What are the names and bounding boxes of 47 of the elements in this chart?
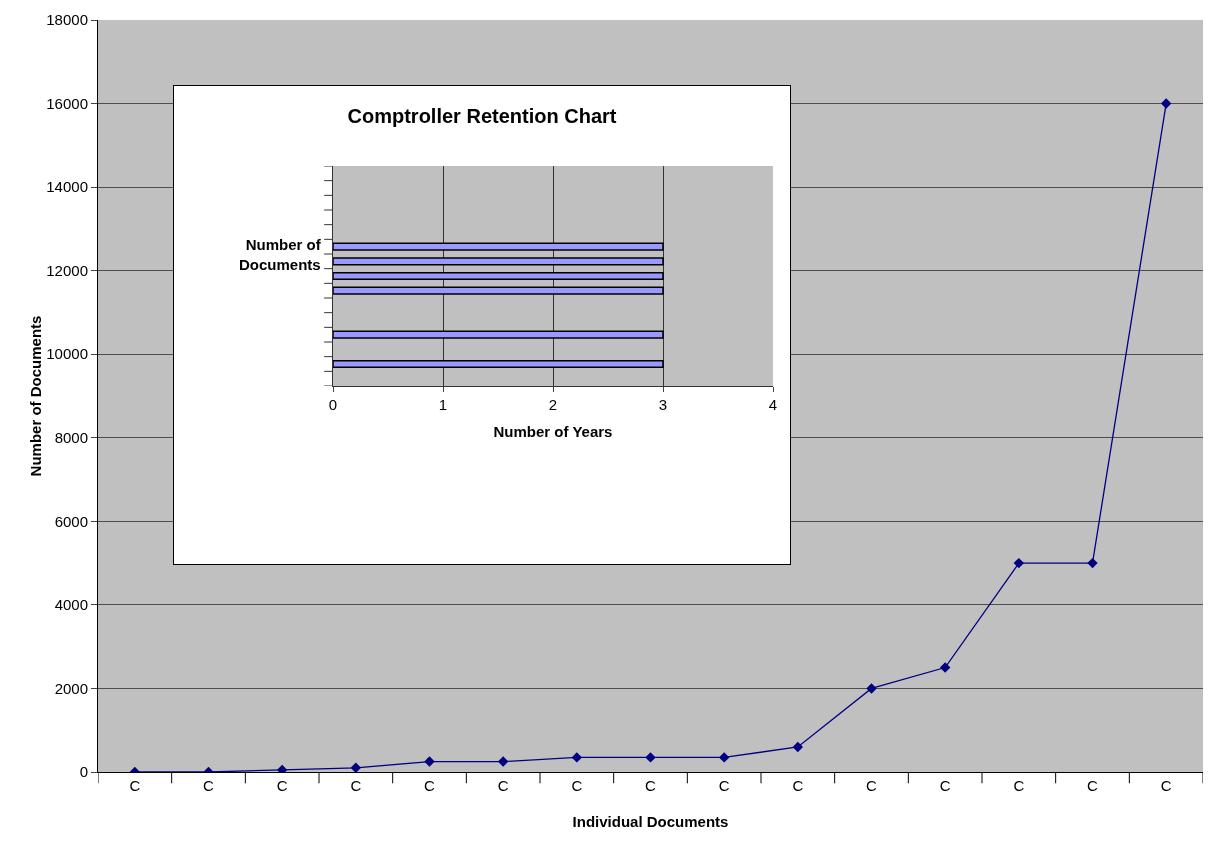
- x-tick-label: C: [350, 777, 362, 794]
- point: [1087, 557, 1098, 569]
- x-tick-label: C: [1013, 777, 1025, 794]
- x-tick-label: 1: [438, 396, 448, 413]
- x-tick-label: C: [424, 777, 436, 794]
- y-tick-label: 16000: [46, 94, 88, 112]
- x-tick-label: 2: [548, 396, 558, 413]
- y-tick-label: 12000: [46, 261, 88, 279]
- y-tick-label: 18000: [46, 11, 88, 29]
- point: [939, 662, 951, 673]
- point: [645, 752, 656, 763]
- x-tick-label: C: [718, 777, 730, 794]
- point: [1013, 557, 1025, 569]
- point: [1160, 98, 1172, 109]
- y-tick-label: 2000: [54, 679, 88, 697]
- point: [424, 756, 435, 767]
- point: [792, 741, 804, 753]
- x-tick-label: C: [1087, 777, 1099, 794]
- y-tick-label: 10000: [46, 345, 88, 363]
- y-tick-label: 8000: [54, 429, 88, 447]
- point: [718, 752, 730, 763]
- x-tick-label: C: [203, 777, 215, 794]
- x-tick-label: 3: [658, 396, 668, 413]
- x-tick-label: C: [792, 777, 804, 794]
- y-axis-title: Number of Documents: [27, 315, 45, 477]
- x-tick-label: C: [129, 777, 141, 794]
- point: [866, 683, 877, 694]
- x-tick-label: C: [571, 777, 583, 794]
- y-tick-label: 14000: [46, 178, 88, 196]
- x-tick-label: C: [497, 777, 509, 794]
- point: [350, 762, 362, 772]
- point: [497, 756, 509, 767]
- x-tick-label: C: [645, 777, 657, 794]
- y-tick-label: 0: [79, 763, 88, 781]
- x-tick-label: 4: [768, 396, 778, 413]
- point: [571, 752, 583, 763]
- x-tick-label: 0: [328, 396, 338, 413]
- x-tick-label: C: [939, 777, 951, 794]
- x-tick-label: C: [866, 777, 878, 794]
- y-tick-label: 6000: [54, 512, 88, 530]
- x-tick-label: C: [1160, 777, 1172, 794]
- x-axis-title: Number of Years: [493, 423, 613, 440]
- y-axis-title: Number of Documents: [239, 236, 322, 273]
- chart-title: Comptroller Retention Chart: [347, 105, 617, 127]
- x-axis-title: Individual Documents: [572, 813, 729, 830]
- x-tick-label: C: [276, 777, 288, 794]
- y-tick-label: 4000: [54, 596, 88, 614]
